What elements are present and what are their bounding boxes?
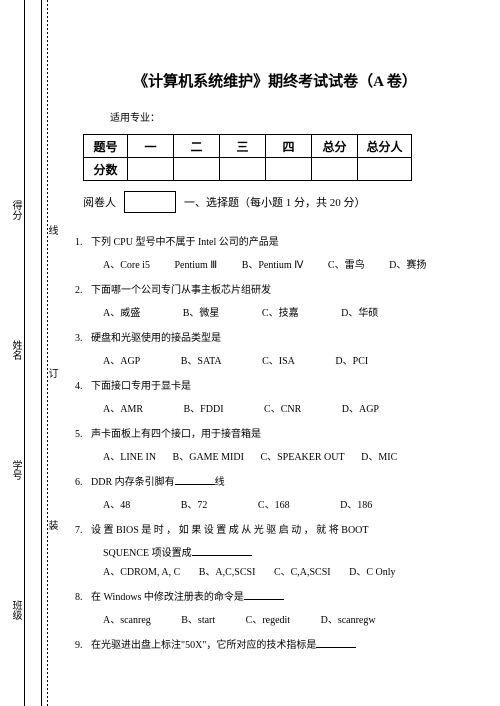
th-1: 一 xyxy=(128,135,174,158)
dotted-fold-line xyxy=(47,0,48,706)
vline-2 xyxy=(41,0,42,706)
reader-row: 阅卷人 一、选择题（每小题 1 分，共 20 分） xyxy=(83,191,485,213)
score-cell-3 xyxy=(220,158,266,181)
score-cell-2 xyxy=(174,158,220,181)
q5: 5.声卡面板上有四个接口，用于接音箱是 xyxy=(75,425,485,444)
exam-title: 《计算机系统维护》期终考试试卷（A 卷） xyxy=(65,70,485,91)
side-label-xian: 线 xyxy=(44,225,59,235)
q3-opts: A、AGP B、SATA C、ISA D、PCI xyxy=(103,352,485,371)
q8-blank xyxy=(244,599,284,600)
q1-opts: A、Core i5 Pentium Ⅲ B、Pentium Ⅳ C、雷鸟 D、赛… xyxy=(103,256,485,275)
side-label-ding: 订 xyxy=(44,368,59,378)
side-label-score: 得分 xyxy=(8,200,23,220)
side-label-name: 姓名 xyxy=(8,340,23,360)
th-3: 三 xyxy=(220,135,266,158)
row2-label: 分数 xyxy=(84,158,128,181)
th-4: 四 xyxy=(266,135,312,158)
q9: 9.在光驱进出盘上标注"50X"，它所对应的技术指标是 xyxy=(75,636,485,655)
q7-blank xyxy=(192,555,252,556)
q2: 2.下面哪一个公司专门从事主板芯片组研发 xyxy=(75,281,485,300)
q2-opts: A、威盛 B、微星 C、技嘉 D、华硕 xyxy=(103,304,485,323)
side-label-class: 班级 xyxy=(8,600,23,620)
th-total: 总分 xyxy=(312,135,358,158)
th-num: 题号 xyxy=(84,135,128,158)
q4: 4.下面接口专用于显卡是 xyxy=(75,377,485,396)
q6: 6.DDR 内存条引脚有线 xyxy=(75,473,485,492)
page-content: 《计算机系统维护》期终考试试卷（A 卷） 适用专业： 题号 一 二 三 四 总分… xyxy=(65,70,485,659)
score-cell-grader xyxy=(358,158,412,181)
score-cell-1 xyxy=(128,158,174,181)
q8: 8.在 Windows 中修改注册表的命令是 xyxy=(75,588,485,607)
q7-opts: A、CDROM, A, C B、A,C,SCSI C、C,A,SCSI D、C … xyxy=(103,563,485,582)
q5-opts: A、LINE IN B、GAME MIDI C、SPEAKER OUT D、MI… xyxy=(103,448,485,467)
score-cell-total xyxy=(312,158,358,181)
th-grader: 总分人 xyxy=(358,135,412,158)
q6-opts: A、48 B、72 C、168 D、186 xyxy=(103,496,485,515)
major-row: 适用专业： xyxy=(110,109,485,124)
score-cell-4 xyxy=(266,158,312,181)
q7-line2: SQUENCE 项设置成 xyxy=(103,544,485,563)
q7: 7.设 置 BIOS 是 时 ， 如 果 设 置 成 从 光 驱 启 动 ， 就… xyxy=(75,521,485,540)
q8-opts: A、scanreg B、start C、regedit D、scanregw xyxy=(103,611,485,630)
reader-box xyxy=(124,191,176,213)
reader-label: 阅卷人 xyxy=(83,194,116,210)
side-label-id: 学号 xyxy=(8,460,23,480)
q1: 1.下列 CPU 型号中不属于 Intel 公司的产品是 xyxy=(75,233,485,252)
q6-blank xyxy=(175,484,215,485)
score-table: 题号 一 二 三 四 总分 总分人 分数 xyxy=(83,134,412,181)
th-2: 二 xyxy=(174,135,220,158)
q9-blank xyxy=(316,647,356,648)
section1-title: 一、选择题（每小题 1 分，共 20 分） xyxy=(184,194,366,210)
question-list: 1.下列 CPU 型号中不属于 Intel 公司的产品是 A、Core i5 P… xyxy=(75,233,485,655)
q4-opts: A、AMR B、FDDI C、CNR D、AGP xyxy=(103,400,485,419)
side-label-zhuang: 装 xyxy=(44,520,59,530)
vline-1 xyxy=(24,0,25,706)
q3: 3.硬盘和光驱使用的接品类型是 xyxy=(75,329,485,348)
